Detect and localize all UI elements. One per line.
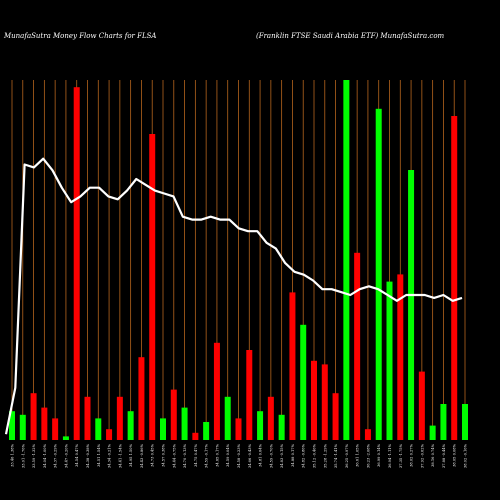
money-flow-bar <box>84 396 91 440</box>
money-flow-bar <box>451 116 458 440</box>
chart-title-right: (Franklin FTSE Saudi Arabia ETF) MunafaS… <box>256 32 445 40</box>
x-tick-label: 36.61 1.05% <box>356 443 360 466</box>
money-flow-bar <box>418 371 425 440</box>
money-flow-bar <box>289 292 296 440</box>
money-flow-bar <box>116 396 123 440</box>
money-flow-bar <box>235 418 242 440</box>
x-tick-label: 38.16 0.74% <box>431 443 435 466</box>
x-tick-label: 36.25 -0.97% <box>345 443 349 468</box>
x-tick-label: 35.74 -1.41% <box>334 443 338 468</box>
x-tick-label: 34.04 -1.00% <box>43 443 47 468</box>
money-flow-bar <box>30 393 37 440</box>
money-flow-bar <box>213 342 220 440</box>
money-flow-bar <box>332 393 339 440</box>
money-flow-bar <box>462 404 468 440</box>
money-flow-bar <box>19 414 26 440</box>
money-flow-bar <box>73 87 80 440</box>
money-flow-bars <box>9 80 468 441</box>
x-tick-label: 34.65 0.17% <box>215 443 219 466</box>
x-tick-label: 34.82 -0.86% <box>302 443 306 468</box>
money-flow-bar <box>278 414 285 440</box>
x-tick-label: 34.47 -0.20% <box>64 443 68 468</box>
money-flow-bar <box>170 389 177 440</box>
x-tick-label: 38.02 0.27% <box>410 443 414 466</box>
x-tick-label: 33.46 1.38% <box>11 443 15 466</box>
x-tick-label: 34.66 -0.43% <box>248 443 252 468</box>
x-tick-label: 34.44 -0.75% <box>172 443 176 468</box>
money-flow-bar <box>52 418 59 440</box>
x-tick-label: 36.94 -1.11% <box>388 443 392 468</box>
money-flow-bar <box>397 274 404 440</box>
money-flow-bar <box>224 396 231 440</box>
x-tick-label: 34.37 -0.29% <box>54 443 58 468</box>
x-tick-label: 37.35 -1.75% <box>399 443 403 468</box>
money-flow-bar <box>440 404 447 440</box>
money-flow-bar <box>257 411 264 440</box>
money-flow-bar <box>106 429 113 440</box>
money-flow-bar <box>354 252 361 440</box>
money-flow-bar <box>321 364 328 440</box>
x-axis-tick-labels: 33.46 1.38% 33.01 -1.76% 33.59 -1.32% 34.04… <box>11 443 468 468</box>
x-tick-label: 34.59 0.04% <box>226 443 230 466</box>
money-flow-bar <box>311 360 317 440</box>
money-flow-bar <box>429 425 436 440</box>
money-flow-bar <box>300 324 307 440</box>
money-flow-bar <box>386 281 393 440</box>
x-tick-label: 34.41 -1.54% <box>118 443 122 468</box>
money-flow-bar <box>149 134 156 440</box>
x-tick-label: 34.43 -0.86% <box>140 443 144 468</box>
x-tick-label: 34.59 -0.17% <box>205 443 209 468</box>
x-tick-label: 34.75 0.47% <box>194 443 198 466</box>
x-tick-label: 34.34 -0.21% <box>108 443 112 468</box>
x-tick-label: 34.38 -0.38% <box>86 443 90 468</box>
x-tick-label: 34.54 0.47% <box>75 443 79 466</box>
money-flow-bar <box>95 418 102 440</box>
money-flow-bar <box>181 407 188 440</box>
money-flow-bar <box>375 108 382 441</box>
x-tick-label: 37.88 -0.44% <box>442 443 446 468</box>
x-tick-label: 34.95 1.50% <box>129 443 133 466</box>
x-tick-label: 34.59 -0.70% <box>269 443 273 468</box>
money-flow-bar <box>138 357 145 440</box>
x-tick-label: 34.83 -0.15% <box>280 443 284 468</box>
money-flow-bar <box>160 418 166 440</box>
x-tick-label: 34.70 -0.13% <box>183 443 187 468</box>
x-tick-label: 35.12 -0.46% <box>313 443 317 468</box>
x-tick-label: 35.28 -1.29% <box>323 443 327 468</box>
x-tick-label: 34.57 0.38% <box>162 443 166 466</box>
money-flow-bar <box>9 411 15 440</box>
money-flow-bar <box>343 80 350 440</box>
x-tick-label: 37.92 -0.62% <box>420 443 424 468</box>
x-tick-label: 34.88 0.17% <box>291 443 295 466</box>
money-flow-bar <box>267 396 274 440</box>
x-tick-label: 33.59 -1.32% <box>32 443 36 468</box>
price-line <box>4 157 463 435</box>
money-flow-bar <box>246 350 253 440</box>
x-tick-label: 34.51 1.54% <box>97 443 101 466</box>
x-tick-label: 38.05 0.08% <box>453 443 457 466</box>
money-flow-bar <box>203 422 210 440</box>
money-flow-bar <box>364 429 371 440</box>
money-flow-bar <box>192 432 199 440</box>
x-tick-label: 36.23 -2.08% <box>366 443 370 468</box>
x-tick-label: 36.99 0.14% <box>377 443 381 466</box>
x-tick-label: 34.58 -0.23% <box>237 443 241 468</box>
x-tick-label: 38.02 -0.16% <box>464 443 468 468</box>
x-tick-label: 34.73 0.45% <box>151 443 155 466</box>
money-flow-bar <box>62 436 69 440</box>
money-flow-bar <box>41 407 48 440</box>
money-flow-bar <box>408 170 415 440</box>
chart-title-left: MunafaSutra Money Flow Charts for FLSA <box>3 32 156 40</box>
money-flow-bar <box>127 411 134 440</box>
x-tick-label: 34.81 0.64% <box>259 443 263 466</box>
x-tick-label: 33.01 -1.76% <box>21 443 25 468</box>
